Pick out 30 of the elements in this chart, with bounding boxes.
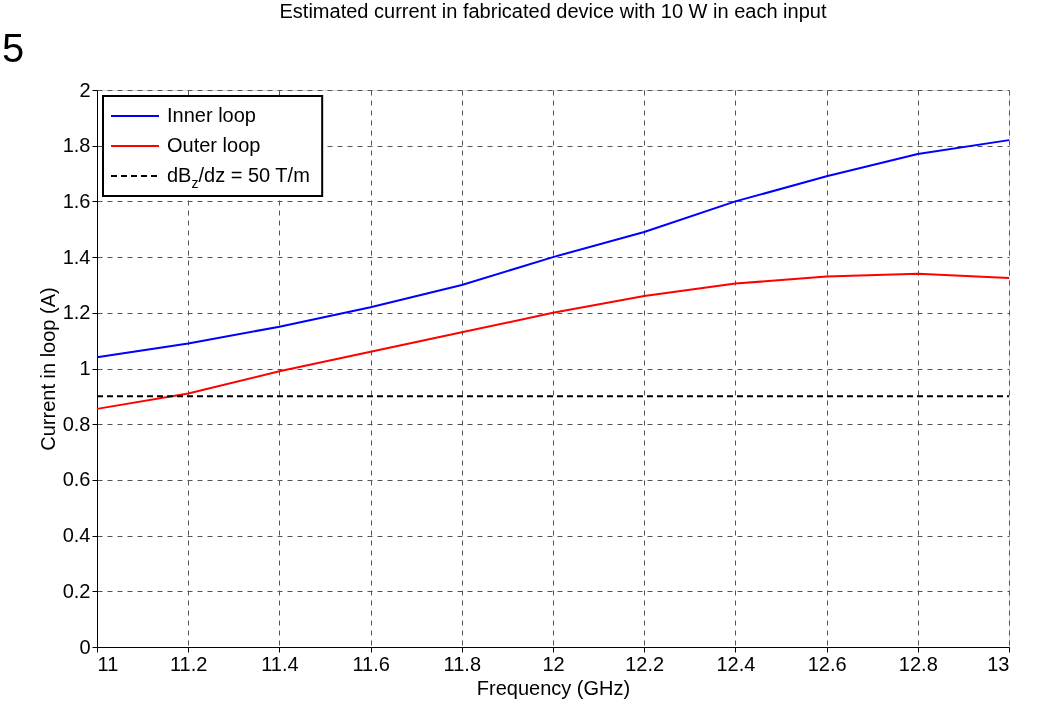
y-tick-label: 0.4 xyxy=(62,524,91,547)
y-tick-label: 0.2 xyxy=(62,579,91,602)
x-tick-label: 11 xyxy=(97,652,119,675)
y-tick-label: 1.8 xyxy=(62,134,91,157)
x-axis-title: Frequency (GHz) xyxy=(476,676,631,699)
y-tick-label: 2 xyxy=(79,78,91,101)
x-tick-label: 11.8 xyxy=(443,652,482,675)
line-series xyxy=(96,139,1010,359)
legend-label: Outer loop xyxy=(167,134,261,156)
y-tick-label: 0 xyxy=(79,635,91,658)
x-tick-label: 11.4 xyxy=(261,652,299,675)
x-tick-label: 12.8 xyxy=(898,652,938,675)
y-tick-label: 1.2 xyxy=(62,301,91,324)
text: 5 xyxy=(2,26,25,70)
y-tick-label: 0.8 xyxy=(62,412,91,435)
x-tick-label: 13 xyxy=(987,652,1010,675)
y-tick-label: 1 xyxy=(79,357,91,379)
y-tick-label: 0.6 xyxy=(62,468,91,491)
y-tick-label: 1.4 xyxy=(62,245,91,268)
x-tick-label: 12.2 xyxy=(625,652,665,675)
x-tick-label: 12.6 xyxy=(807,652,847,675)
y-tick-label: 1.6 xyxy=(62,189,91,212)
line-series xyxy=(96,272,1010,410)
chart-title: Estimated current in fabricated device with 10 W in each input xyxy=(279,0,827,22)
x-tick-label: 12 xyxy=(542,652,565,675)
x-tick-label: 12.4 xyxy=(716,652,756,675)
x-tick-label: 11.2 xyxy=(169,652,208,675)
y-axis-title: Current in loop (A) xyxy=(36,287,59,451)
x-tick-label: 11.6 xyxy=(352,652,390,675)
legend-label: Inner loop xyxy=(167,104,256,126)
